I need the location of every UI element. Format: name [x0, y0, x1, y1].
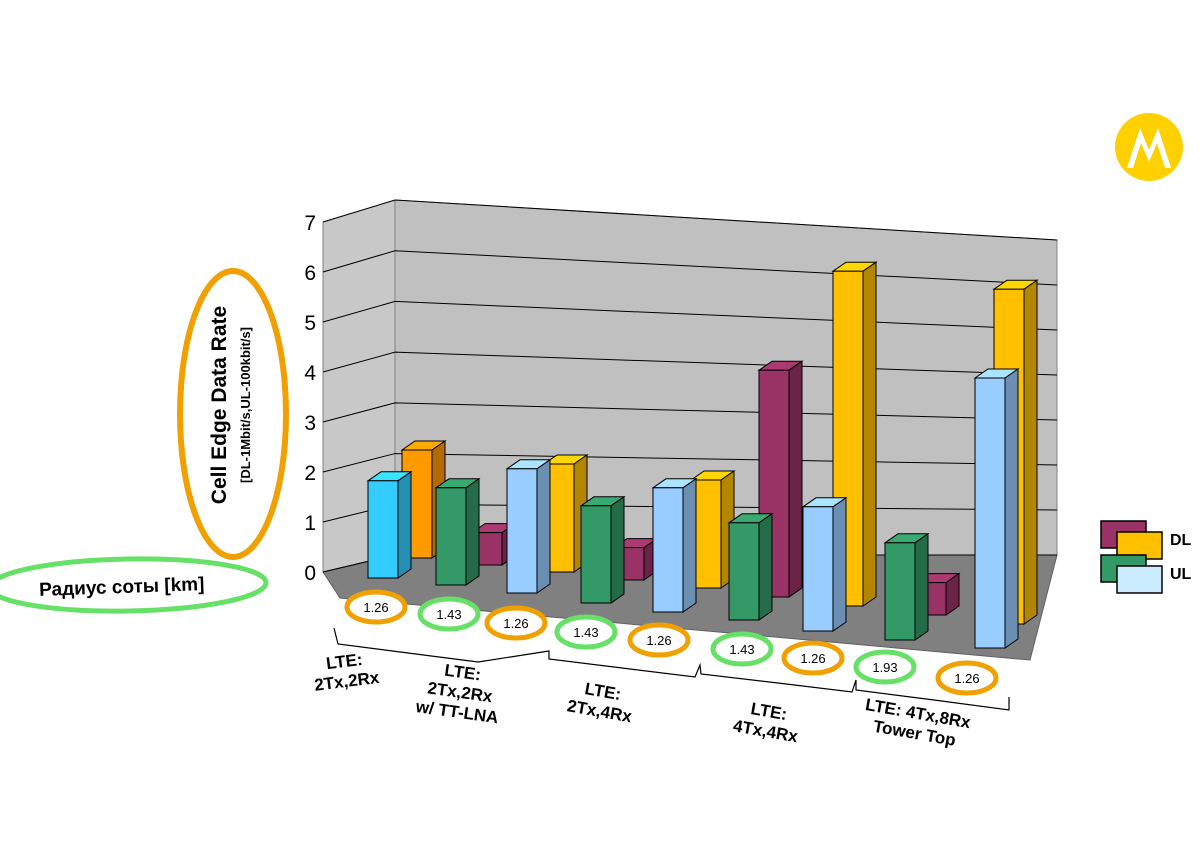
radius-value: 1.26: [646, 633, 671, 648]
bar-ul: [505, 458, 552, 594]
y-tick-label: 5: [304, 312, 316, 335]
bar-ul: [651, 477, 698, 613]
y-tick-label: 2: [304, 462, 316, 485]
legend: DL UL: [1100, 520, 1192, 594]
legend-ul-swatch-front: [1116, 565, 1163, 594]
y-axis-label-ellipse: [177, 268, 289, 560]
y-axis-ticks: 0 1 2 3 4 5 6 7: [304, 212, 316, 585]
radius-value: 1.43: [436, 607, 461, 622]
category-label: LTE:2Tx,4Rx: [566, 677, 638, 727]
radius-marker: 1.26: [935, 660, 999, 696]
bar-ul: [366, 470, 413, 579]
y-tick-label: 6: [304, 262, 316, 285]
category-label: LTE: 4Tx,8RxTower Top: [860, 695, 972, 752]
y-tick-label: 3: [304, 412, 316, 435]
gridline: [322, 199, 1058, 241]
radius-title-ellipse: [0, 556, 269, 614]
radius-value: 1.26: [800, 651, 825, 666]
bar-ul: [973, 368, 1020, 649]
radius-value: 1.93: [872, 660, 897, 675]
radius-value: 1.26: [503, 616, 528, 631]
category-label: LTE:4Tx,4Rx: [732, 697, 804, 747]
bar-ul: [579, 495, 626, 604]
radius-marker: 1.26: [781, 640, 845, 676]
radius-value: 1.43: [573, 625, 598, 640]
bars: [366, 261, 1039, 649]
radius-marker: 1.26: [627, 622, 691, 658]
category-label: LTE:2Tx,2Rx: [311, 648, 381, 695]
radius-marker: 1.43: [710, 631, 774, 667]
radius-marker: 1.43: [554, 614, 618, 650]
radius-marker: 1.26: [344, 589, 408, 625]
bar-dl: [689, 470, 736, 589]
radius-value: 1.43: [729, 642, 754, 657]
y-tick-label: 4: [304, 362, 316, 385]
bar-ul: [434, 477, 481, 586]
radius-marker: 1.93: [853, 649, 917, 685]
y-tick-label: 7: [304, 212, 316, 235]
radius-value: 1.26: [363, 600, 388, 615]
radius-marker: 1.26: [484, 605, 548, 641]
motorola-logo-icon: [1115, 113, 1183, 181]
y-tick-label: 0: [304, 562, 316, 585]
bar-ul: [801, 496, 848, 632]
y-axis-sublabel: [DL-1Mbit/s,UL-100kbit/s]: [238, 327, 253, 483]
radius-title: Радиус соты [km]: [39, 574, 205, 601]
radius-title-group: Радиус соты [km]: [0, 556, 269, 614]
category-brackets: [333, 627, 1010, 711]
radius-value: 1.26: [954, 671, 979, 686]
bar-ul: [727, 512, 774, 621]
category-label: LTE:2Tx,2Rxw/ TT-LNA: [414, 657, 506, 727]
legend-dl-label: DL: [1170, 532, 1192, 549]
y-axis-label: Cell Edge Data Rate: [208, 306, 231, 504]
y-axis-label-group: Cell Edge Data Rate [DL-1Mbit/s,UL-100kb…: [177, 268, 289, 560]
legend-ul-label: UL: [1170, 566, 1192, 583]
radius-marker: 1.43: [417, 596, 481, 632]
radius-values: 1.26 1.43 1.26 1.43 1.26 1.43 1.26 1.93 1.26: [344, 589, 999, 696]
bar-ul: [883, 532, 930, 641]
y-tick-label: 1: [304, 512, 316, 535]
category-bracket-line: [333, 627, 1010, 711]
